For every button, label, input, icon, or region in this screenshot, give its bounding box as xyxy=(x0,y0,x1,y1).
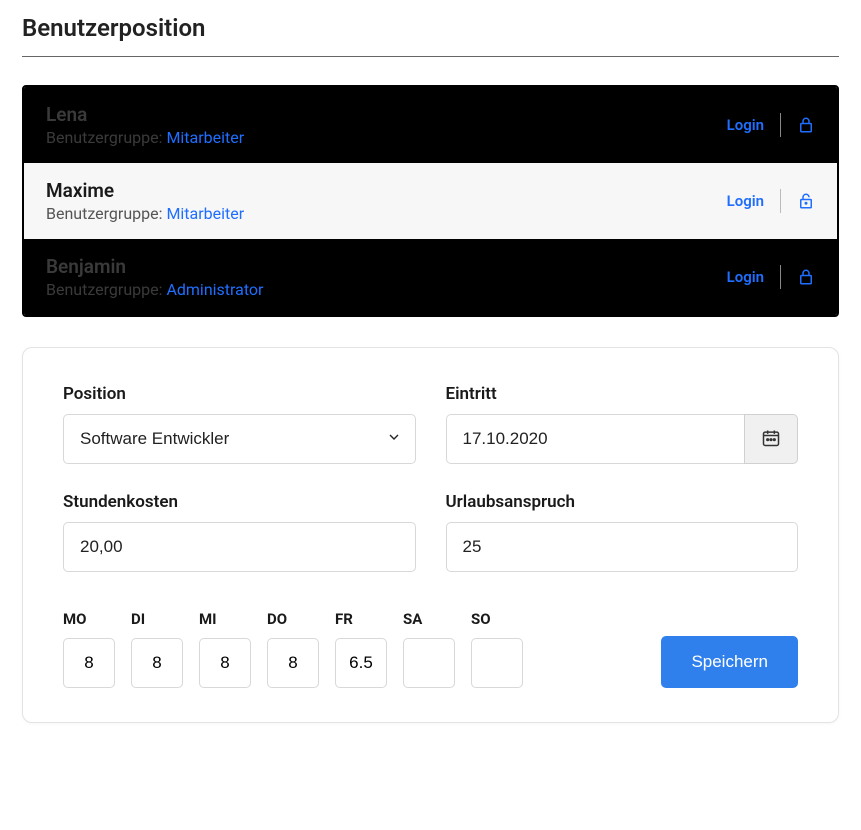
day-col-do: DO xyxy=(267,610,319,688)
day-input-sa[interactable] xyxy=(403,638,455,688)
user-name: Lena xyxy=(46,103,244,126)
eintritt-input[interactable] xyxy=(446,414,745,464)
day-col-di: DI xyxy=(131,610,183,688)
user-group-line: Benutzergruppe: Administrator xyxy=(46,280,263,299)
user-group-line: Benutzergruppe: Mitarbeiter xyxy=(46,128,244,147)
day-label: DI xyxy=(131,610,145,628)
eintritt-field: Eintritt xyxy=(446,384,799,464)
urlaubsanspruch-label: Urlaubsanspruch xyxy=(446,492,799,512)
position-field: Position xyxy=(63,384,416,464)
page-title: Benutzerposition xyxy=(22,8,839,56)
day-label: DO xyxy=(267,610,287,628)
title-divider xyxy=(22,56,839,57)
position-select[interactable] xyxy=(63,414,416,464)
user-row: Benjamin Benutzergruppe: Administrator L… xyxy=(24,239,837,315)
urlaubsanspruch-input[interactable] xyxy=(446,522,799,572)
user-group-link[interactable]: Administrator xyxy=(166,280,263,299)
days-grid: MO DI MI DO FR xyxy=(63,610,523,688)
day-label: SA xyxy=(403,610,422,628)
login-link[interactable]: Login xyxy=(727,116,764,134)
group-label: Benutzergruppe: xyxy=(46,280,166,299)
user-group-link[interactable]: Mitarbeiter xyxy=(166,128,244,147)
day-col-mi: MI xyxy=(199,610,251,688)
login-link[interactable]: Login xyxy=(727,192,764,210)
user-row: Lena Benutzergruppe: Mitarbeiter Login xyxy=(24,87,837,163)
day-col-mo: MO xyxy=(63,610,115,688)
group-label: Benutzergruppe: xyxy=(46,204,166,223)
day-input-mo[interactable] xyxy=(63,638,115,688)
group-label: Benutzergruppe: xyxy=(46,128,166,147)
action-divider xyxy=(780,265,781,289)
day-col-so: SO xyxy=(471,610,523,688)
action-divider xyxy=(780,113,781,137)
form-card: Position Eintritt xyxy=(22,347,839,723)
user-group-link[interactable]: Mitarbeiter xyxy=(166,204,244,223)
eintritt-label: Eintritt xyxy=(446,384,799,404)
user-row: Maxime Benutzergruppe: Mitarbeiter Login xyxy=(24,163,837,239)
urlaubsanspruch-field: Urlaubsanspruch xyxy=(446,492,799,572)
day-input-mi[interactable] xyxy=(199,638,251,688)
action-divider xyxy=(780,189,781,213)
user-list: Lena Benutzergruppe: Mitarbeiter Login M… xyxy=(22,85,839,317)
lock-closed-icon[interactable] xyxy=(797,267,815,287)
save-button[interactable]: Speichern xyxy=(661,636,798,688)
stundenkosten-field: Stundenkosten xyxy=(63,492,416,572)
day-input-so[interactable] xyxy=(471,638,523,688)
day-input-fr[interactable] xyxy=(335,638,387,688)
day-label: MO xyxy=(63,610,86,628)
day-col-fr: FR xyxy=(335,610,387,688)
stundenkosten-label: Stundenkosten xyxy=(63,492,416,512)
day-label: FR xyxy=(335,610,353,628)
day-label: MI xyxy=(199,610,217,628)
day-col-sa: SA xyxy=(403,610,455,688)
calendar-button[interactable] xyxy=(744,414,798,464)
day-input-di[interactable] xyxy=(131,638,183,688)
lock-closed-icon[interactable] xyxy=(797,115,815,135)
calendar-icon xyxy=(761,428,781,451)
login-link[interactable]: Login xyxy=(727,268,764,286)
day-label: SO xyxy=(471,610,491,628)
user-name: Maxime xyxy=(46,179,244,202)
day-input-do[interactable] xyxy=(267,638,319,688)
stundenkosten-input[interactable] xyxy=(63,522,416,572)
user-group-line: Benutzergruppe: Mitarbeiter xyxy=(46,204,244,223)
user-name: Benjamin xyxy=(46,255,263,278)
position-label: Position xyxy=(63,384,416,404)
lock-open-icon[interactable] xyxy=(797,191,815,211)
